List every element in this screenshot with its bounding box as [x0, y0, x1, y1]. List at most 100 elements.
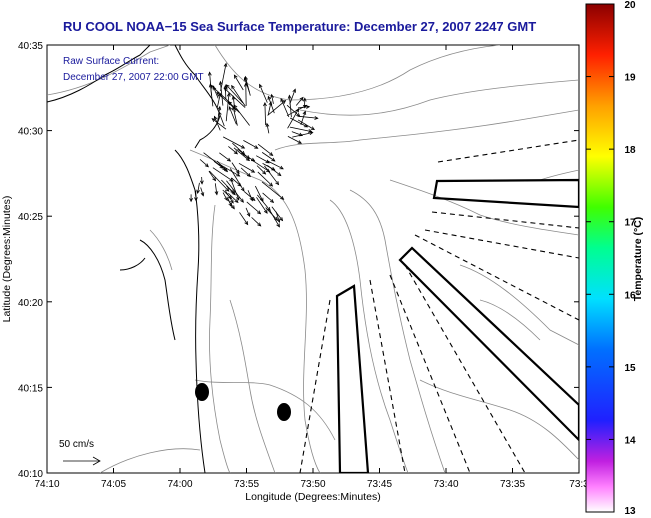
current-vector — [291, 131, 303, 136]
current-vector — [267, 100, 286, 116]
current-vector — [289, 117, 308, 128]
current-vector-head — [263, 101, 267, 107]
current-vector-head — [241, 150, 246, 155]
surface-current-vectors — [189, 62, 319, 228]
current-vector — [297, 115, 318, 119]
x-tick-label: 73:3 — [569, 479, 589, 490]
current-vector — [289, 89, 296, 105]
y-tick-label: 40:35 — [18, 41, 43, 52]
current-vector-head — [268, 101, 273, 106]
x-tick-label: 73:55 — [234, 479, 259, 490]
current-vector — [226, 185, 236, 195]
y-tick-label: 40:30 — [18, 127, 43, 138]
current-vector — [225, 84, 244, 104]
current-vector — [228, 192, 239, 203]
current-vector-head — [265, 122, 270, 128]
current-vector-head — [299, 96, 304, 101]
current-vector — [216, 160, 228, 172]
current-vector — [269, 209, 280, 228]
current-vector-head — [225, 187, 230, 192]
scale-arrow — [63, 456, 101, 466]
current-label-line2: December 27, 2007 22:00 GMT — [63, 72, 204, 83]
station-marker-2 — [277, 403, 291, 421]
current-vector — [197, 182, 200, 194]
current-vector — [244, 191, 256, 201]
current-vector-head — [212, 85, 217, 91]
current-vector — [280, 98, 290, 118]
current-vector-head — [223, 62, 228, 68]
current-vector — [262, 192, 274, 203]
current-vector-head — [297, 140, 303, 144]
current-vector — [219, 163, 240, 177]
current-vector-head — [271, 157, 276, 162]
x-tick-label: 73:40 — [433, 479, 458, 490]
current-vector-head — [254, 145, 259, 149]
current-vector — [255, 155, 270, 164]
current-vector-head — [268, 182, 274, 187]
current-vector — [265, 207, 278, 221]
current-vector — [267, 165, 282, 176]
current-vector-head — [287, 94, 292, 99]
x-tick-label: 74:10 — [34, 479, 59, 490]
current-vector — [266, 123, 270, 134]
current-vector — [212, 167, 234, 182]
current-vector — [245, 207, 251, 217]
current-vector-head — [189, 198, 193, 203]
y-axis-ticks: 40:35 40:30 40:25 40:20 40:15 40:10 — [18, 41, 579, 480]
current-label-line1: Raw Surface Current: — [63, 56, 159, 67]
current-vector — [222, 136, 245, 149]
current-vector-head — [259, 83, 263, 89]
current-vector — [209, 72, 212, 96]
current-vector — [211, 118, 227, 130]
current-vector — [247, 190, 253, 201]
current-vector — [242, 153, 255, 162]
current-vector-head — [280, 97, 284, 103]
current-vector-head — [244, 75, 248, 81]
current-vector-head — [276, 223, 280, 228]
current-vector-head — [226, 157, 232, 162]
current-vector — [287, 135, 302, 144]
current-vector — [222, 192, 228, 201]
bathymetry-contours — [47, 45, 579, 473]
current-vector-head — [217, 105, 222, 111]
current-vector — [224, 190, 234, 204]
y-tick-label: 40:20 — [18, 298, 43, 309]
current-vector-head — [235, 169, 240, 175]
current-vector-head — [250, 169, 256, 173]
current-vector — [292, 132, 313, 138]
current-vector — [218, 111, 225, 127]
scale-label: 50 cm/s — [59, 439, 94, 450]
x-tick-label: 73:35 — [500, 479, 525, 490]
current-vector-head — [292, 88, 296, 93]
current-vector-head — [240, 145, 246, 149]
current-vector — [224, 87, 246, 108]
x-tick-label: 73:45 — [367, 479, 392, 490]
current-vector-head — [231, 105, 236, 111]
current-vector-head — [204, 163, 209, 168]
current-vector — [271, 94, 274, 104]
current-vector-head — [302, 110, 307, 115]
current-vector — [246, 201, 261, 215]
current-vector-head — [234, 199, 239, 204]
current-vector — [287, 108, 299, 129]
current-vector-head — [243, 82, 248, 87]
current-vector — [231, 162, 240, 174]
current-vector-head — [281, 99, 287, 104]
current-vector-head — [257, 222, 262, 227]
current-vector — [286, 104, 301, 117]
current-vector-head — [280, 195, 285, 200]
x-axis-label: Longitude (Degrees:Minutes) — [245, 491, 380, 503]
current-vector — [254, 185, 264, 202]
colorbar-gradient — [585, 3, 615, 513]
current-vector-head — [277, 172, 282, 177]
current-vector-head — [228, 195, 233, 200]
current-vector-head — [267, 95, 272, 101]
current-vector-head — [269, 199, 275, 203]
colorbar-tick-label: 13 — [624, 506, 636, 517]
current-vector — [256, 194, 271, 211]
current-vector-head — [194, 197, 198, 202]
current-vector-head — [226, 92, 231, 97]
current-vector-head — [310, 126, 316, 131]
current-vector — [228, 146, 238, 155]
current-vector-head — [225, 84, 230, 89]
